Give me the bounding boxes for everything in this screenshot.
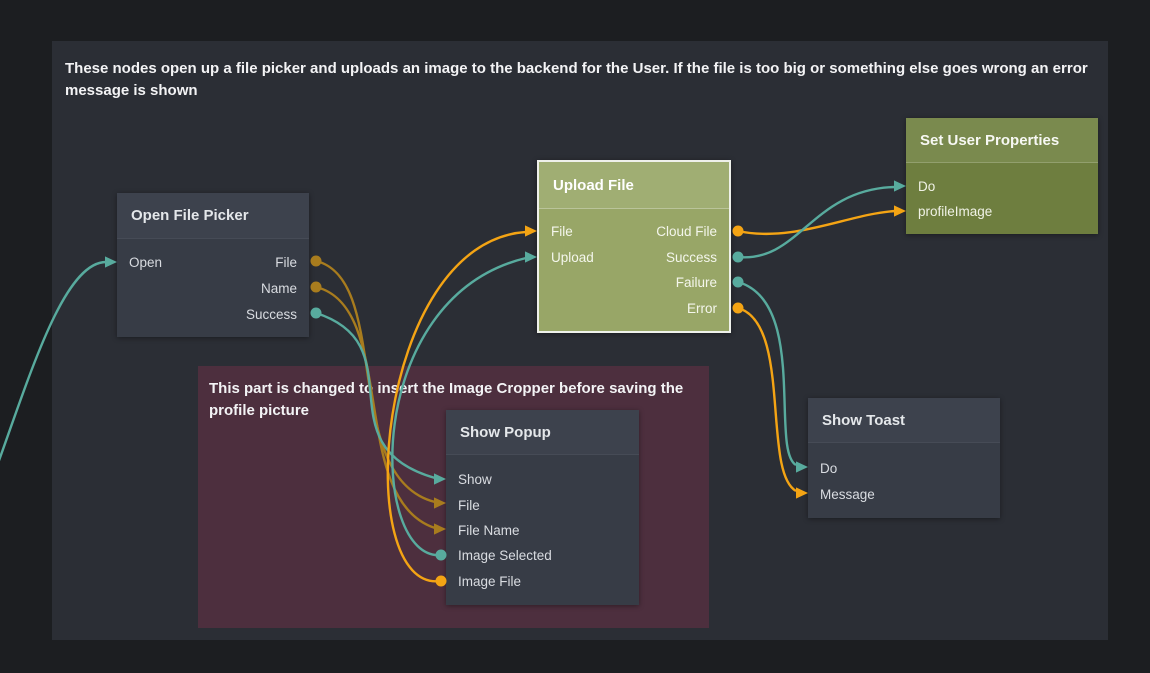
port-file[interactable]: File <box>275 254 297 270</box>
node-title: Show Popup <box>446 410 639 455</box>
port-file[interactable]: File <box>551 224 573 240</box>
port-row[interactable]: Name <box>117 275 309 301</box>
port-success[interactable]: Success <box>245 306 297 322</box>
node-title: Open File Picker <box>117 193 309 239</box>
port-message[interactable]: Message <box>820 486 875 502</box>
node-show-popup[interactable]: Show Popup Show File File Name Image Sel… <box>446 410 639 605</box>
port-show[interactable]: Show <box>458 472 492 488</box>
node-body: Do profileImage <box>906 163 1098 234</box>
node-title: Upload File <box>539 162 729 209</box>
port-row[interactable]: Failure <box>539 270 729 296</box>
port-do[interactable]: Do <box>918 179 936 194</box>
port-failure[interactable]: Failure <box>675 275 717 291</box>
port-row[interactable]: Success <box>117 301 309 327</box>
port-row[interactable]: Do <box>906 174 1098 199</box>
port-row[interactable]: profileImage <box>906 199 1098 224</box>
node-title: Set User Properties <box>906 118 1098 163</box>
port-row[interactable]: Message <box>808 481 1000 507</box>
comment-main-text: These nodes open up a file picker and up… <box>65 60 1088 99</box>
port-upload[interactable]: Upload <box>551 249 594 265</box>
port-do[interactable]: Do <box>820 460 838 476</box>
port-file-name[interactable]: File Name <box>458 522 520 538</box>
node-body: Open File Name Success <box>117 239 309 337</box>
port-row[interactable]: Image File <box>446 569 639 594</box>
port-name[interactable]: Name <box>260 280 297 296</box>
port-row[interactable]: File <box>446 492 639 517</box>
node-upload-file[interactable]: Upload File File Cloud File Upload Succe… <box>537 160 731 333</box>
port-row[interactable]: File Name <box>446 518 639 543</box>
port-open[interactable]: Open <box>129 254 163 270</box>
port-error[interactable]: Error <box>687 300 717 316</box>
port-cloud-file[interactable]: Cloud File <box>656 224 717 240</box>
port-row[interactable]: Show <box>446 467 639 492</box>
port-image-file[interactable]: Image File <box>458 573 522 589</box>
node-open-file-picker[interactable]: Open File Picker Open File Name Success <box>117 193 309 337</box>
port-row[interactable]: File Cloud File <box>539 219 729 245</box>
node-body: Do Message <box>808 443 1000 518</box>
node-show-toast[interactable]: Show Toast Do Message <box>808 398 1000 518</box>
node-set-user-properties[interactable]: Set User Properties Do profileImage <box>906 118 1098 234</box>
port-row[interactable]: Upload Success <box>539 245 729 271</box>
port-profile-image[interactable]: profileImage <box>918 204 993 219</box>
port-row[interactable]: Error <box>539 296 729 322</box>
port-success[interactable]: Success <box>665 249 717 265</box>
port-image-selected[interactable]: Image Selected <box>458 548 552 564</box>
port-row[interactable]: Do <box>808 455 1000 481</box>
port-row[interactable]: Image Selected <box>446 543 639 568</box>
node-body: Show File File Name Image Selected Image… <box>446 455 639 605</box>
node-title: Show Toast <box>808 398 1000 443</box>
port-row[interactable]: Open File <box>117 249 309 275</box>
node-body: File Cloud File Upload Success Failure E… <box>539 209 729 331</box>
port-file[interactable]: File <box>458 497 480 513</box>
